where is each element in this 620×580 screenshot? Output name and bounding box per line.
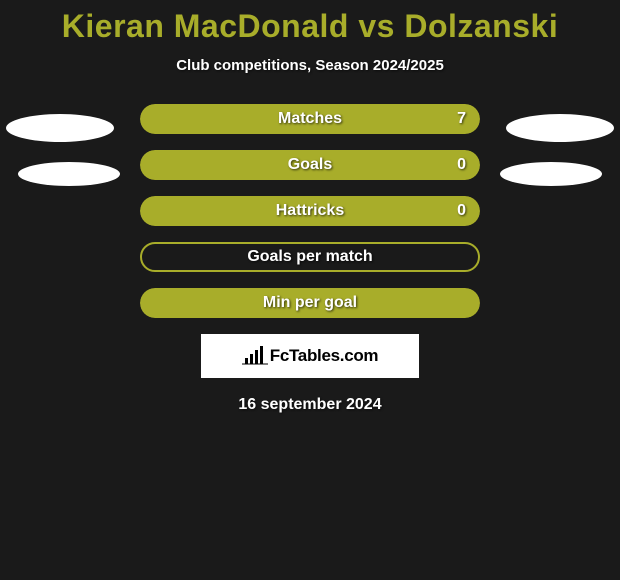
stat-bar-row: Goals per match — [140, 242, 480, 272]
stat-bar-row: Min per goal — [140, 288, 480, 318]
generated-date: 16 september 2024 — [0, 396, 620, 414]
stat-bar-label: Matches — [140, 110, 480, 128]
logo-text: FcTables.com — [270, 346, 379, 366]
stat-bar-value: 7 — [457, 110, 466, 128]
stat-bar-label: Min per goal — [140, 294, 480, 312]
stat-bar-value: 0 — [457, 156, 466, 174]
player-left-ellipse-1 — [6, 114, 114, 142]
player-left-ellipse-2 — [18, 162, 120, 186]
player-right-ellipse-2 — [500, 162, 602, 186]
source-logo: FcTables.com — [201, 334, 419, 378]
player-right-ellipse-1 — [506, 114, 614, 142]
page-subtitle: Club competitions, Season 2024/2025 — [0, 57, 620, 74]
logo-inner: FcTables.com — [242, 346, 379, 366]
stat-bar-label: Goals — [140, 156, 480, 174]
stat-bar-value: 0 — [457, 202, 466, 220]
stat-bar-label: Goals per match — [142, 248, 478, 266]
bars-icon — [242, 346, 268, 366]
stat-bar-row: Goals0 — [140, 150, 480, 180]
stat-bar-row: Hattricks0 — [140, 196, 480, 226]
comparison-chart: Matches7Goals0Hattricks0Goals per matchM… — [0, 104, 620, 318]
stat-bar-row: Matches7 — [140, 104, 480, 134]
page-title: Kieran MacDonald vs Dolzanski — [0, 0, 620, 45]
stat-bars: Matches7Goals0Hattricks0Goals per matchM… — [140, 104, 480, 318]
stat-bar-label: Hattricks — [140, 202, 480, 220]
